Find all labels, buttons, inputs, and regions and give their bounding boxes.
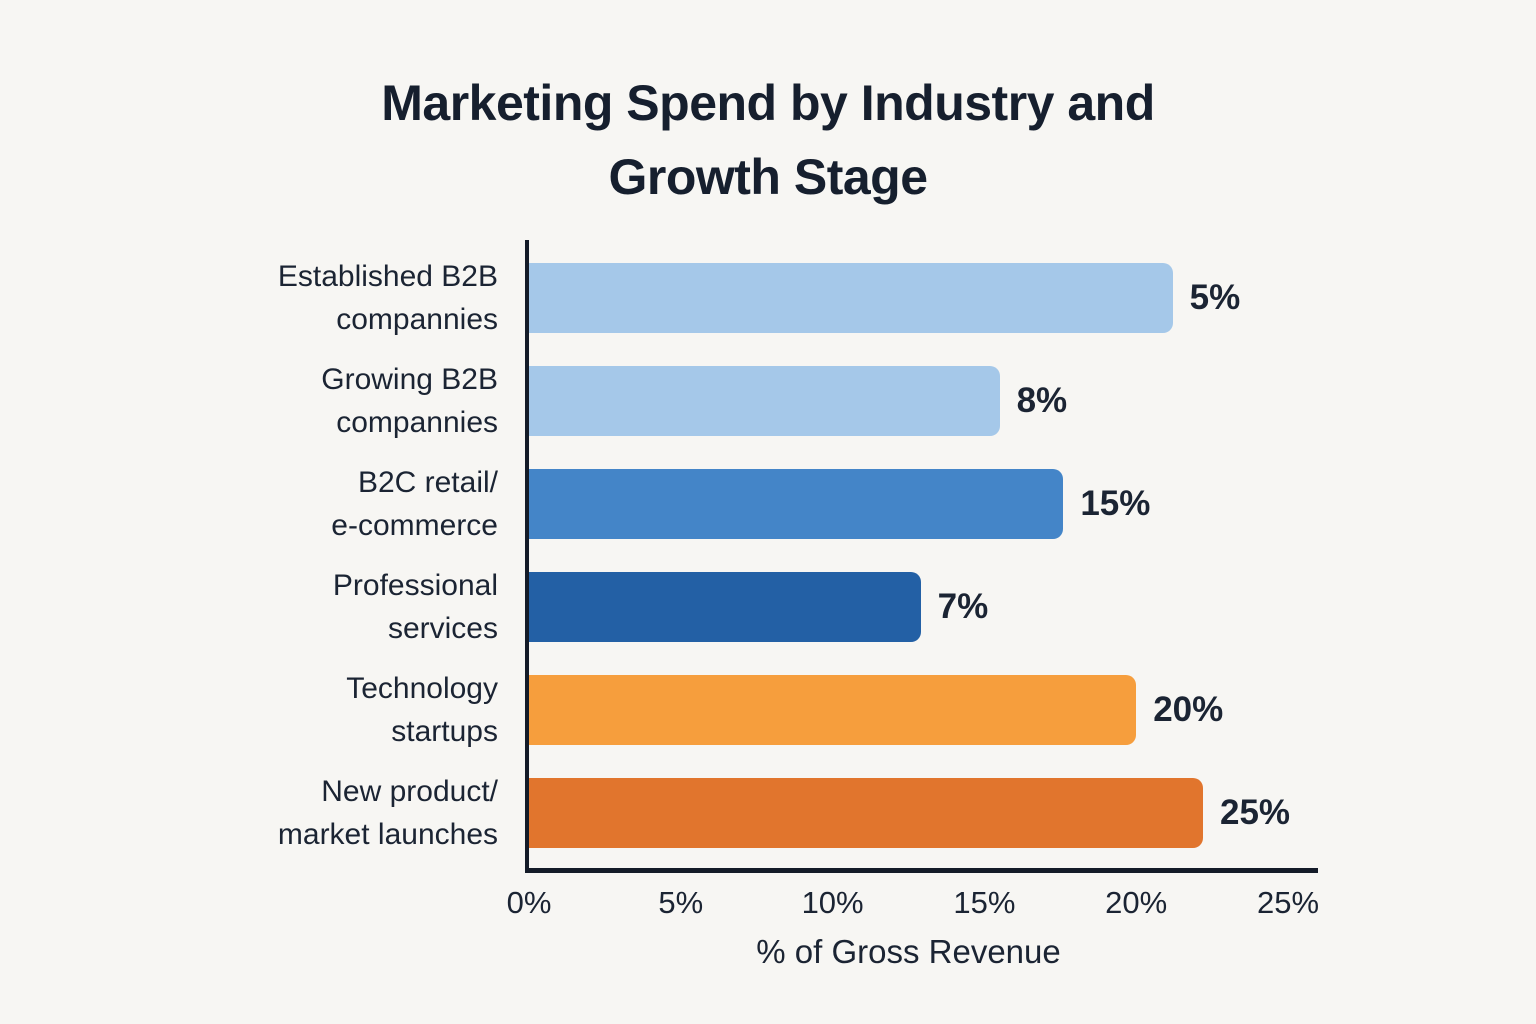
category-label: B2C retail/ e-commerce — [331, 466, 498, 542]
x-tick-10: 10% — [801, 885, 864, 920]
x-tick-0: 0% — [506, 885, 552, 920]
category-label: New product/ market launches — [277, 775, 498, 851]
value-label: 20% — [1153, 690, 1224, 729]
bar-technology-startups — [529, 675, 1137, 745]
x-tick-15: 15% — [953, 885, 1016, 920]
bar-new-product-launches — [529, 778, 1203, 848]
plot-area-axes: Established B2B compannies 5% Growing B2… — [278, 240, 1319, 970]
category-label: Professional services — [332, 569, 498, 645]
bar-b2c-retail — [529, 469, 1064, 539]
value-label: 7% — [937, 587, 989, 626]
value-label: 15% — [1080, 484, 1151, 523]
bar-row: Professional services 7% — [333, 569, 1288, 645]
bar-established-b2b — [529, 263, 1173, 333]
category-label: Technology startups — [346, 672, 498, 748]
x-tick-25: 25% — [1256, 885, 1320, 920]
bar-growing-b2b — [529, 366, 1000, 436]
category-label: Growing B2B compannies — [321, 363, 498, 439]
bar-row: New product/ market launches 25% — [278, 775, 1291, 851]
bar-professional-services — [529, 572, 921, 642]
bar-row: Established B2B compannies 5% — [278, 260, 1288, 336]
bar-row: Technology startups 20% — [346, 672, 1288, 748]
value-label: 5% — [1189, 278, 1241, 317]
chart-title: Marketing Spend by Industry and Growth S… — [381, 75, 1155, 205]
x-tick-20: 20% — [1105, 885, 1168, 920]
bar-row: Growing B2B compannies 8% — [321, 363, 1288, 439]
x-axis-ticks: 0% 5% 10% 15% 20% 25% — [507, 885, 1319, 925]
value-label: 25% — [1219, 793, 1291, 832]
bar-row: B2C retail/ e-commerce 15% — [331, 466, 1288, 542]
category-label: Established B2B compannies — [277, 260, 498, 336]
x-axis-title: % of Gross Revenue — [756, 933, 1061, 970]
x-tick-5: 5% — [658, 885, 704, 920]
plot-area: Established B2B compannies 5% Growing B2… — [278, 240, 1319, 970]
value-label: 8% — [1016, 381, 1068, 420]
